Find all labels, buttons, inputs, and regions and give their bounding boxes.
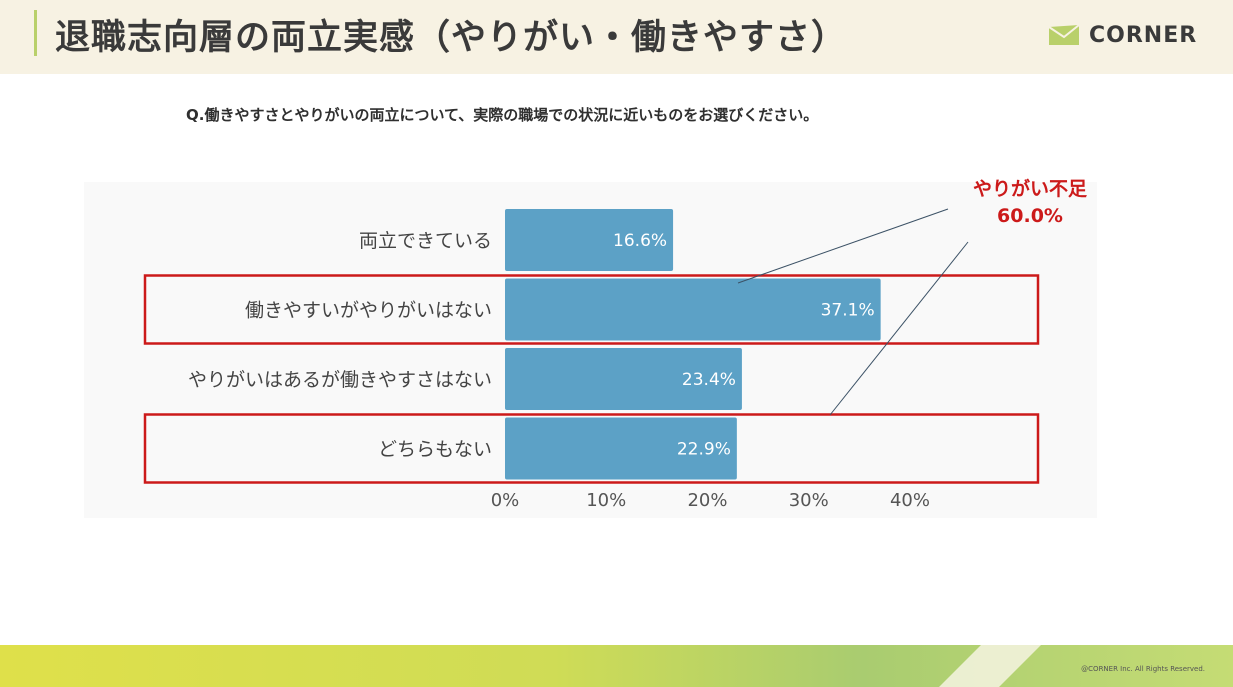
- corner-logo-icon: [1048, 24, 1080, 45]
- value-label-2: 37.1%: [821, 301, 875, 321]
- callout-leader-line-2: [829, 241, 969, 416]
- header-accent-bar: [34, 10, 37, 56]
- brand-logo: CORNER: [1047, 19, 1197, 51]
- header: 退職志向層の両立実感（やりがい・働きやすさ） CORNER: [0, 0, 1233, 74]
- value-label-3: 23.4%: [682, 370, 736, 390]
- x-tick-label-5: 40%: [890, 490, 930, 511]
- category-label-2: 働きやすいがやりがいはない: [245, 300, 492, 322]
- x-tick-label-3: 20%: [687, 490, 727, 511]
- bar-2: [505, 278, 881, 341]
- callout-value: 60.0%: [997, 205, 1063, 227]
- category-label-3: やりがいはあるが働きやすさはない: [188, 369, 492, 391]
- bar-3: [505, 348, 742, 410]
- page-title: 退職志向層の両立実感（やりがい・働きやすさ）: [55, 18, 848, 58]
- callout-leader-line-1: [737, 208, 949, 284]
- x-tick-label-4: 30%: [789, 490, 829, 511]
- callout-label: やりがい不足: [972, 178, 1087, 200]
- callout: やりがい不足 60.0%: [940, 176, 1120, 230]
- highlight-box-4: [143, 413, 1040, 484]
- bar-4: [505, 417, 737, 480]
- value-label-1: 16.6%: [613, 231, 667, 251]
- bar-1: [505, 209, 674, 271]
- x-tick-label-2: 10%: [586, 490, 626, 511]
- footer-stripe: [939, 645, 1041, 687]
- x-tick-label-1: 0%: [491, 490, 520, 511]
- category-label-1: 両立できている: [359, 230, 492, 252]
- highlight-box-2: [143, 274, 1040, 345]
- value-label-4: 22.9%: [677, 440, 731, 460]
- survey-question: Q.働きやすさとやりがいの両立について、実際の職場での状況に近いものをお選びくだ…: [186, 106, 819, 124]
- copyright: @CORNER Inc. All Rights Reserved.: [1081, 665, 1205, 673]
- brand-name: CORNER: [1089, 22, 1198, 48]
- category-label-4: どちらもない: [378, 439, 492, 461]
- footer: @CORNER Inc. All Rights Reserved.: [0, 645, 1233, 687]
